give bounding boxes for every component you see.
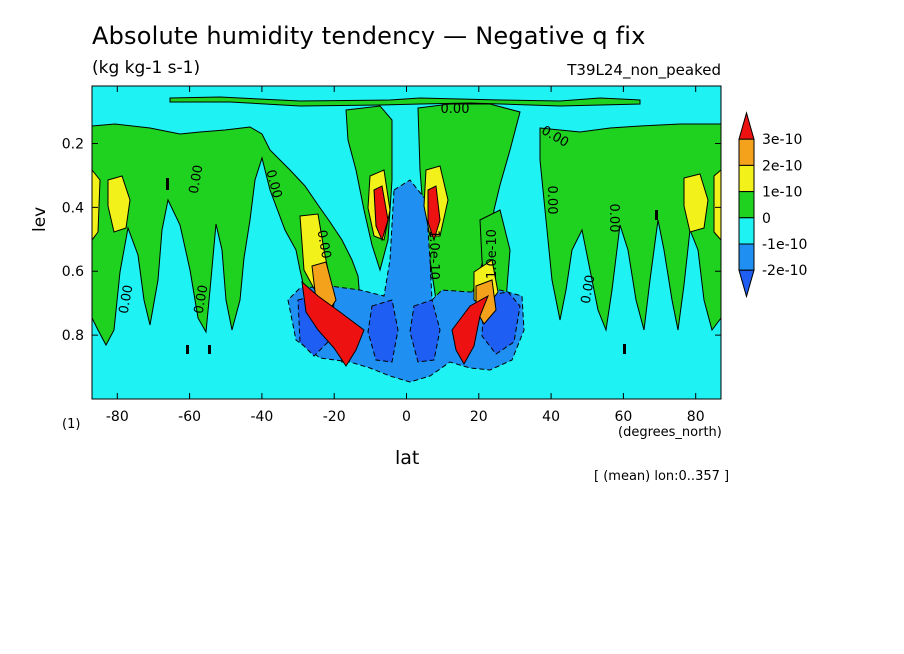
contour-region-right-outer — [539, 123, 721, 332]
contour-region-red-3 — [427, 185, 441, 242]
colorbar-label: 3e-10 — [762, 132, 802, 148]
colorbar-swatch — [738, 138, 755, 166]
contour-label: 0.00 — [117, 284, 137, 315]
contour-label: 0.00 — [441, 102, 470, 117]
x-axis-label: lat — [395, 447, 420, 469]
contour-label: 1.0e-10 — [485, 229, 500, 279]
averaging-note: [ (mean) lon:0..357 ] — [594, 469, 730, 484]
contour-region-yellow-1 — [92, 169, 101, 241]
contour-region-left — [92, 123, 361, 364]
contour-region-red-4 — [451, 294, 489, 366]
colorbar-label: 2e-10 — [762, 158, 802, 174]
contour-label: 0.00 — [314, 229, 334, 260]
y-axis-ticks: 0.2 0.4 0.6 0.8 — [62, 136, 721, 344]
chart-units: (kg kg-1 s-1) — [92, 58, 201, 78]
contour-spot — [186, 345, 189, 354]
y-tick-label: 0.8 — [62, 328, 84, 344]
colorbar-swatch — [738, 164, 755, 193]
colorbar-swatch — [738, 191, 755, 219]
contour-fills — [92, 96, 721, 383]
x-tick-label: -40 — [250, 409, 273, 425]
contour-spot — [208, 345, 211, 354]
x-tick-label: -20 — [323, 409, 346, 425]
colorbar-label: 1e-10 — [762, 185, 802, 201]
y-tick-label: 0.6 — [62, 264, 84, 280]
colorbar: 3e-10 2e-10 1e-10 0 -1e-10 -2e-10 — [738, 111, 807, 299]
contour-region-top — [169, 96, 641, 107]
contour-spot — [655, 210, 658, 220]
contour-label: 0.00 — [579, 274, 599, 305]
contour-region-red-2 — [373, 185, 389, 242]
colorbar-label: -2e-10 — [762, 263, 807, 279]
colorbar-min-triangle — [738, 269, 755, 299]
x-tick-label: -60 — [178, 409, 201, 425]
colorbar-max-triangle — [738, 111, 755, 140]
x-axis-ticks: -80 -60 -40 -20 0 20 40 60 80 — [106, 86, 705, 425]
y-tick-label: 0.4 — [62, 200, 84, 216]
contour-label: 0.00 — [544, 186, 559, 215]
x-tick-label: 60 — [614, 409, 632, 425]
contour-region-red-1 — [301, 280, 365, 367]
colorbar-swatch — [738, 217, 755, 245]
colorbar-swatch — [738, 243, 755, 271]
contour-label: 0.00 — [192, 284, 212, 315]
footnote: (1) — [62, 417, 81, 432]
x-axis-units: (degrees_north) — [618, 425, 722, 440]
chart-title: Absolute humidity tendency — Negative q … — [92, 22, 646, 50]
contour-label: 1.0e-10 — [426, 230, 441, 280]
colorbar-label: -1e-10 — [762, 237, 807, 253]
x-tick-label: 80 — [687, 409, 705, 425]
contour-label: 0.00 — [262, 168, 284, 200]
run-name: T39L24_non_peaked — [567, 61, 721, 79]
colorbar-label: 0 — [762, 211, 771, 227]
contour-label: 0.00 — [606, 204, 621, 233]
contour-spot — [623, 344, 626, 354]
contour-region-yellow-8 — [713, 169, 721, 241]
x-tick-label: 40 — [542, 409, 560, 425]
contour-region-blue-deep-2 — [367, 299, 399, 363]
x-tick-label: 20 — [470, 409, 488, 425]
contour-region-yellow-7 — [683, 173, 709, 233]
contour-label: 0.00 — [187, 164, 207, 195]
contour-spot — [166, 178, 169, 190]
x-tick-label: 0 — [402, 409, 411, 425]
contour-region-yellow-2 — [107, 175, 131, 233]
y-tick-label: 0.2 — [62, 136, 84, 152]
x-tick-label: -80 — [106, 409, 129, 425]
contour-region-blue-deep-3 — [409, 299, 441, 363]
